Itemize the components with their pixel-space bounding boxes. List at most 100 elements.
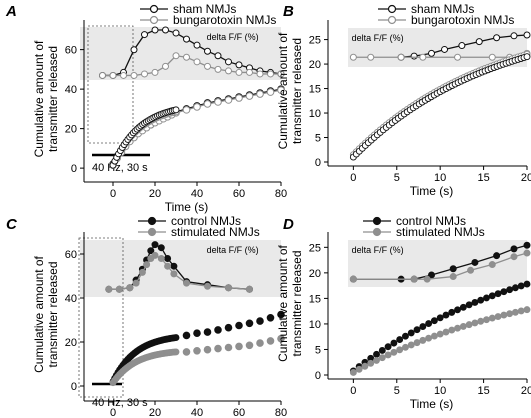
x-tick-label: 0	[110, 188, 116, 200]
data-point	[493, 252, 501, 260]
data-point	[245, 319, 254, 328]
data-point	[448, 308, 456, 316]
inset-label: delta F/F (%)	[207, 245, 259, 255]
data-point	[523, 31, 531, 39]
data-point	[454, 306, 461, 314]
data-point	[494, 290, 502, 298]
x-tick-label: 20	[149, 188, 161, 200]
data-point	[126, 284, 134, 292]
data-point	[402, 343, 409, 351]
data-point	[214, 344, 222, 353]
legend-marker	[147, 227, 157, 237]
panel-c: delta F/F (%)C0204060020406080Time (s)Cu…	[6, 214, 287, 418]
data-point	[164, 262, 172, 270]
data-point	[475, 38, 483, 46]
data-point	[396, 336, 404, 344]
y-tick-label: 25	[309, 242, 321, 254]
legend-marker	[149, 15, 159, 25]
data-point	[172, 348, 180, 356]
data-point	[425, 320, 433, 328]
data-point	[277, 70, 285, 78]
x-tick-label: 40	[191, 188, 203, 200]
data-point	[157, 244, 165, 252]
panel-letter: D	[283, 216, 294, 233]
stimulation-window	[78, 237, 124, 398]
data-point	[361, 362, 369, 370]
data-point	[523, 280, 531, 288]
data-point	[410, 275, 418, 283]
data-point	[510, 253, 518, 261]
data-point	[488, 292, 496, 300]
inset-label: delta F/F (%)	[352, 245, 404, 255]
data-point	[235, 342, 243, 351]
data-point	[246, 285, 253, 293]
data-point	[172, 52, 180, 60]
data-point	[214, 65, 222, 73]
data-point	[120, 71, 127, 79]
data-point	[246, 68, 253, 76]
data-point	[277, 310, 285, 319]
inset-label: delta F/F (%)	[352, 33, 404, 43]
data-point	[256, 90, 264, 98]
data-point	[483, 316, 490, 324]
y-tick-label: 15	[309, 293, 321, 305]
data-point	[141, 70, 148, 78]
legend-marker	[387, 15, 397, 25]
data-point	[235, 68, 243, 76]
x-tick-label: 60	[233, 188, 245, 200]
data-point	[428, 49, 435, 57]
x-tick-label: 20	[149, 407, 161, 418]
data-point	[170, 270, 178, 278]
legend-label: stimulated NMJs	[396, 225, 485, 239]
data-point	[390, 348, 398, 356]
x-tick-label: 40	[191, 407, 203, 418]
data-point	[430, 317, 438, 325]
y-axis-title-line: transmitter released	[290, 38, 304, 144]
data-point	[256, 70, 264, 78]
data-point	[523, 249, 531, 257]
data-point	[235, 61, 243, 69]
x-tick-label: 0	[110, 407, 116, 418]
data-point	[477, 317, 485, 325]
data-point	[224, 96, 233, 104]
x-tick-label: 15	[477, 385, 489, 397]
data-point	[147, 247, 155, 255]
data-point	[511, 284, 519, 292]
data-point	[245, 92, 254, 100]
data-point	[235, 94, 243, 102]
data-point	[266, 337, 275, 345]
data-point	[407, 329, 415, 337]
data-point	[256, 339, 264, 347]
data-point	[465, 321, 473, 329]
data-point	[172, 29, 180, 37]
data-point	[410, 52, 418, 60]
data-point	[454, 324, 461, 332]
data-point	[471, 299, 479, 306]
legend-marker	[147, 216, 157, 226]
data-point	[441, 45, 449, 53]
data-point	[458, 42, 466, 50]
data-point	[130, 46, 138, 54]
data-point	[459, 322, 467, 330]
data-point	[373, 350, 380, 358]
data-point	[419, 323, 427, 331]
y-axis-title: Cumulative amount oftransmitter released	[276, 244, 304, 361]
data-point	[162, 26, 169, 34]
data-point	[442, 328, 450, 336]
x-tick-label: 5	[394, 385, 400, 397]
x-tick-label: 10	[434, 385, 446, 397]
data-point	[349, 53, 357, 61]
data-point	[182, 331, 191, 340]
data-point	[517, 282, 525, 290]
x-tick-label: 80	[275, 188, 287, 200]
legend-label: bungarotoxin NMJs	[173, 13, 276, 27]
data-point	[428, 271, 435, 279]
legend-label: stimulated NMJs	[171, 225, 260, 239]
x-tick-label: 60	[233, 407, 245, 418]
y-tick-label: 40	[65, 293, 77, 305]
panel-a: delta F/F (%) A 0 20 40 60 0 20 40 60 80 Time (s) Cu…	[5, 2, 287, 214]
x-tick-label: 20	[521, 172, 531, 184]
x-tick-label: 20	[521, 385, 531, 397]
y-axis-title-line: Cumulative amount of	[276, 244, 290, 361]
inset-label: delta F/F (%)	[207, 32, 259, 42]
